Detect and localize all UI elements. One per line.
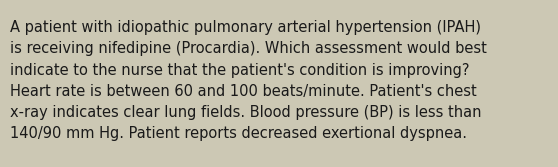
Text: A patient with idiopathic pulmonary arterial hypertension (IPAH)
is receiving ni: A patient with idiopathic pulmonary arte… bbox=[10, 20, 487, 141]
